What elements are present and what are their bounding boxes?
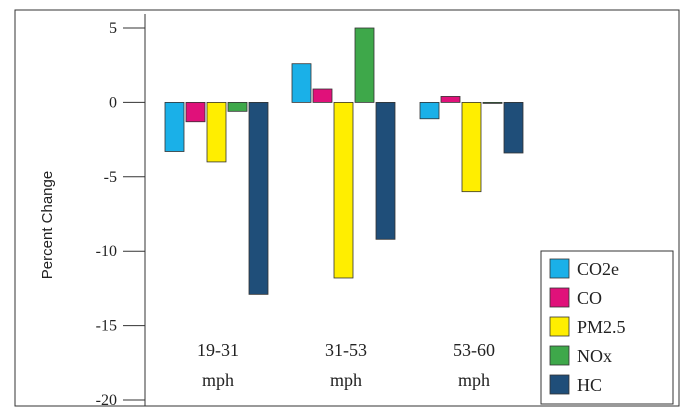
- bar-co-3: [440, 96, 461, 103]
- legend: CO2e CO PM2.5 NOx HC: [540, 250, 674, 405]
- legend-swatch: [549, 287, 570, 308]
- y-tick-label: -10: [96, 243, 117, 260]
- x-category-label-unit: mph: [330, 370, 362, 390]
- y-tick-label: -15: [96, 318, 117, 335]
- bar-co-2: [312, 88, 333, 103]
- legend-label: CO: [577, 288, 602, 308]
- legend-swatch: [549, 345, 570, 366]
- legend-label: PM2.5: [577, 317, 626, 337]
- legend-label: HC: [577, 375, 602, 395]
- plot-border: [14, 9, 680, 407]
- bar-hc-3: [503, 102, 524, 154]
- x-axis-labels: 19-31 mph 31-53 mph 53-60 mph: [197, 340, 495, 390]
- chart-frame: [14, 9, 680, 407]
- legend-swatch: [549, 258, 570, 279]
- x-category-label: 53-60: [453, 340, 495, 360]
- bar-nox-3: [482, 102, 503, 104]
- bars: [164, 27, 524, 295]
- legend-label: NOx: [577, 346, 612, 366]
- bar-pm25-2: [333, 102, 354, 279]
- y-axis-title: Percent Change: [39, 171, 56, 279]
- legend-swatch: [549, 374, 570, 395]
- legend-label: CO2e: [577, 259, 619, 279]
- bar-pm25-3: [461, 102, 482, 193]
- x-category-label: 19-31: [197, 340, 239, 360]
- bar-nox-1: [227, 102, 248, 112]
- bar-hc-1: [248, 102, 269, 295]
- y-tick-label: 5: [109, 20, 117, 37]
- y-tick-label: -5: [104, 169, 117, 186]
- y-axis: 5 0 -5 -10 -15 -20: [96, 14, 146, 409]
- y-tick-label: 0: [109, 94, 117, 111]
- bar-co-1: [185, 102, 206, 123]
- x-category-label: 31-53: [325, 340, 367, 360]
- legend-swatch: [549, 316, 570, 337]
- bar-pm25-1: [206, 102, 227, 163]
- x-category-label-unit: mph: [458, 370, 490, 390]
- bar-nox-2: [354, 27, 375, 103]
- bar-co2e-3: [419, 102, 440, 120]
- y-tick-label: -20: [96, 392, 117, 409]
- y-axis-title-group: Percent Change: [39, 171, 56, 279]
- bar-co2e-2: [291, 63, 312, 103]
- bar-co2e-1: [164, 102, 185, 152]
- x-category-label-unit: mph: [202, 370, 234, 390]
- bar-hc-2: [375, 102, 396, 240]
